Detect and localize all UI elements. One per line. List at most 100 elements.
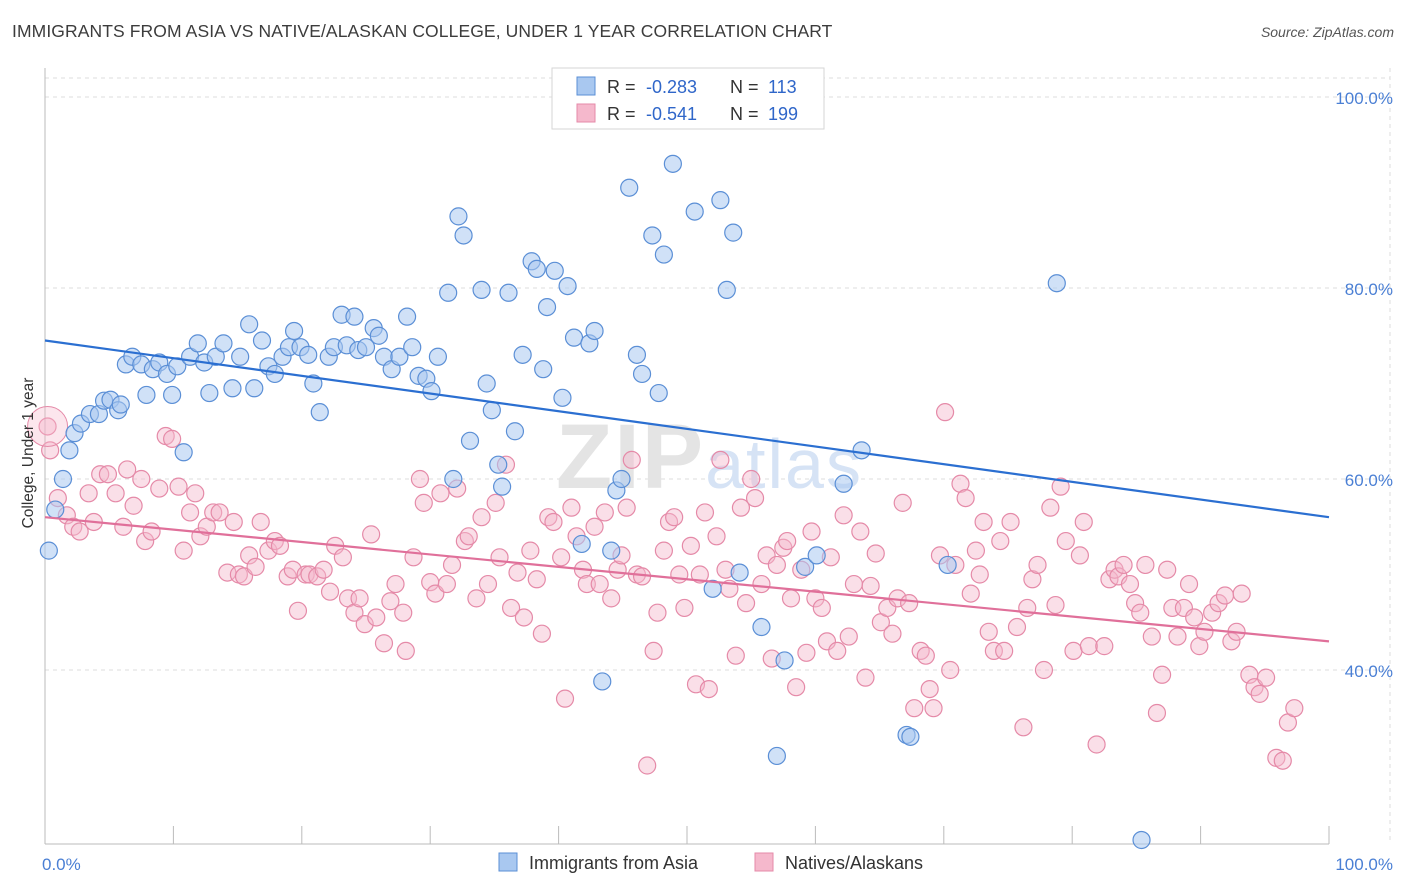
data-point-native (905, 699, 924, 718)
data-point-asia (632, 364, 652, 384)
data-point-native (695, 503, 715, 522)
data-point-native (1028, 555, 1047, 575)
data-point-asia (403, 338, 422, 357)
data-point-native (1079, 637, 1098, 656)
chart-title: IMMIGRANTS FROM ASIA VS NATIVE/ALASKAN C… (12, 21, 833, 41)
trend-line-native (44, 516, 1330, 643)
data-point-native (38, 417, 57, 436)
data-point-native (745, 489, 765, 508)
data-point-asia (513, 345, 532, 364)
data-point-native (367, 608, 386, 627)
data-point-native (350, 589, 369, 608)
data-point-native (1273, 751, 1292, 770)
data-point-native (699, 679, 718, 699)
data-point-native (1051, 477, 1070, 496)
data-point-native (1179, 574, 1199, 594)
legend-r-value: -0.541 (646, 104, 697, 124)
x-tick-labels: 0.0% 100.0% (42, 855, 1393, 874)
data-point-native (670, 565, 689, 584)
data-point-asia (444, 469, 463, 489)
data-point-asia (163, 385, 182, 405)
data-point-asia (612, 469, 631, 489)
data-point-native (681, 536, 700, 555)
data-point-asia (454, 226, 473, 245)
data-point-native (501, 598, 521, 618)
data-point-native (521, 541, 540, 560)
data-point-native (296, 565, 315, 584)
y-tick-label: 80.0% (1345, 280, 1393, 299)
data-point-native (70, 522, 89, 541)
data-point-native (665, 508, 684, 527)
data-point-asia (717, 280, 736, 300)
data-point-native (956, 489, 975, 508)
data-point-native (974, 512, 993, 532)
data-point-native (1046, 595, 1065, 615)
data-point-native (638, 756, 657, 775)
data-point-asia (60, 441, 79, 460)
data-point-native (1142, 627, 1161, 646)
series-immigrants-from-asia (39, 154, 1151, 850)
data-point-native (288, 601, 308, 620)
data-point-native (459, 527, 478, 546)
data-point-native (984, 641, 1003, 661)
data-point-asia (1047, 274, 1066, 293)
legend-swatch-asia (576, 76, 596, 96)
data-point-asia (439, 283, 458, 302)
legend-n-value: 113 (768, 77, 797, 97)
data-point-asia (428, 347, 448, 366)
data-point-native (654, 541, 673, 560)
data-point-native (270, 536, 290, 555)
legend-n-value: 199 (768, 104, 798, 124)
data-point-asia (572, 534, 591, 554)
data-point-native (1232, 584, 1251, 603)
data-point-asia (553, 388, 572, 407)
data-point-native (966, 541, 986, 560)
data-point-asia (711, 191, 730, 210)
data-point-native (920, 679, 939, 699)
data-point-native (259, 541, 278, 560)
data-point-asia (703, 579, 722, 598)
chart-source: Source: ZipAtlas.com (1260, 24, 1394, 40)
data-point-asia (345, 307, 364, 326)
data-point-asia (537, 298, 557, 317)
data-point-asia (200, 383, 219, 403)
data-point-asia (304, 374, 323, 393)
data-point-native (991, 531, 1010, 551)
data-point-native (900, 594, 919, 613)
data-point-native (124, 496, 143, 515)
data-point-native (132, 469, 151, 489)
data-point-asia (564, 328, 584, 347)
data-point-asia (231, 347, 250, 366)
data-point-asia (627, 345, 647, 364)
data-point-asia (397, 307, 417, 326)
data-point-asia (834, 474, 853, 493)
data-point-native (1087, 735, 1106, 754)
data-point-native (731, 498, 751, 517)
data-point-asia (534, 360, 553, 379)
data-point-native (802, 522, 821, 541)
data-point-native (478, 574, 498, 594)
x-tick-label: 0.0% (42, 855, 81, 874)
data-point-native (844, 574, 864, 594)
data-point-asia (206, 347, 225, 366)
data-point-native (320, 582, 340, 601)
data-point-native (442, 555, 462, 575)
data-point-native (527, 570, 546, 589)
data-point-native (736, 594, 756, 613)
data-point-native (118, 460, 137, 479)
data-point-native (861, 576, 880, 596)
data-point-asia (752, 617, 771, 637)
data-point-native (767, 555, 786, 575)
data-point-native (778, 531, 797, 551)
trend-lines (44, 339, 1330, 643)
data-point-native (970, 565, 989, 584)
axes (44, 68, 1330, 845)
data-point-asia (460, 431, 480, 450)
data-point-asia (489, 455, 508, 474)
data-point-native (707, 527, 726, 546)
legend-r-label: R = (607, 104, 636, 124)
data-point-native (224, 512, 243, 532)
data-point-asia (472, 280, 491, 300)
data-point-asia (482, 401, 501, 420)
bottom-legend: Immigrants from Asia Natives/Alaskans (498, 852, 923, 873)
